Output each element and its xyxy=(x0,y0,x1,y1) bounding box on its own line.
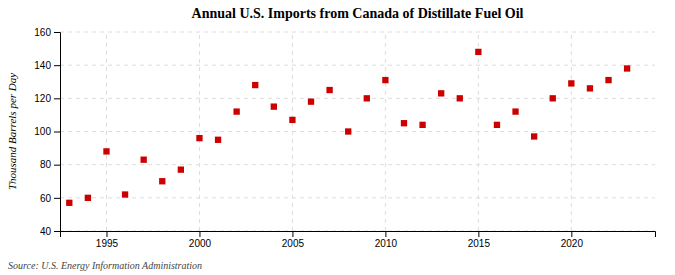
x-tick: 2000 xyxy=(189,231,212,249)
x-axis-line xyxy=(61,232,656,238)
point xyxy=(401,120,407,126)
point xyxy=(215,137,221,143)
point xyxy=(624,65,630,71)
x-tick-mark xyxy=(571,231,572,237)
point xyxy=(178,166,184,172)
point xyxy=(252,82,258,88)
point xyxy=(326,87,332,93)
chart-container: 1995 2000 2005 2010 2015 2020 40 60 80 100 120 140 1… xyxy=(0,0,675,275)
y-tick: 60 xyxy=(40,193,60,204)
point xyxy=(308,98,314,104)
y-axis-line xyxy=(54,33,61,232)
grid-line-x xyxy=(292,32,293,231)
y-tick: 80 xyxy=(40,159,60,170)
x-tick-label: 1995 xyxy=(96,238,119,249)
point xyxy=(271,103,277,109)
y-tick-label: 40 xyxy=(40,226,52,237)
y-tick-label: 80 xyxy=(40,159,52,170)
point xyxy=(568,80,574,86)
plot-area xyxy=(66,49,630,206)
grid-line-x xyxy=(385,32,386,231)
x-tick-label: 2020 xyxy=(561,238,584,249)
point xyxy=(141,157,147,163)
grid-line-x xyxy=(106,32,107,231)
y-axis: 40 60 80 100 120 140 160 xyxy=(34,27,60,237)
point xyxy=(494,122,500,128)
x-tick-label: 2010 xyxy=(375,238,398,249)
x-tick-label: 2005 xyxy=(282,238,305,249)
y-tick-mark xyxy=(54,165,60,166)
point xyxy=(438,90,444,96)
point xyxy=(457,95,463,101)
y-tick: 120 xyxy=(34,93,60,104)
grid-line-y xyxy=(60,197,655,198)
grid-line-x xyxy=(571,32,572,231)
y-tick-mark xyxy=(54,132,60,133)
point xyxy=(475,49,481,55)
annotation: Source: U.S. Energy Information Administ… xyxy=(8,260,202,271)
point xyxy=(159,178,165,184)
grid-line-y xyxy=(60,164,655,165)
x-tick-mark xyxy=(385,231,386,237)
y-tick-label: 140 xyxy=(34,60,51,71)
point xyxy=(531,133,537,139)
y-axis-title: Thousand Barrels per Day xyxy=(6,73,18,190)
x-tick: 1995 xyxy=(96,231,119,249)
grid-line-y xyxy=(60,32,655,33)
x-tick: 2005 xyxy=(282,231,305,249)
point xyxy=(85,195,91,201)
y-tick: 100 xyxy=(34,126,60,137)
point xyxy=(233,108,239,114)
y-tick-label: 160 xyxy=(34,27,51,38)
grid-line-y xyxy=(60,98,655,99)
y-tick-label: 60 xyxy=(40,193,52,204)
x-tick-mark xyxy=(106,231,107,237)
y-tick-mark xyxy=(54,198,60,199)
point xyxy=(512,108,518,114)
x-tick-label: 2000 xyxy=(189,238,212,249)
point xyxy=(605,77,611,83)
title: Annual U.S. Imports from Canada of Disti… xyxy=(192,6,524,21)
y-tick-label: 120 xyxy=(34,93,51,104)
point xyxy=(345,128,351,134)
y-tick-mark xyxy=(54,98,60,99)
grid-line-x xyxy=(478,32,479,231)
y-tick: 160 xyxy=(34,27,60,38)
x-tick-mark xyxy=(478,231,479,237)
grid-line-y xyxy=(60,131,655,132)
point xyxy=(419,122,425,128)
chart: 1995 2000 2005 2010 2015 2020 40 60 80 100 120 140 1… xyxy=(0,0,675,275)
point xyxy=(66,200,72,206)
x-tick-mark xyxy=(199,231,200,237)
grid-line-x xyxy=(199,32,200,231)
y-tick-mark xyxy=(54,32,60,33)
point xyxy=(364,95,370,101)
y-tick-mark xyxy=(54,231,60,232)
x-tick: 2020 xyxy=(561,231,584,249)
grid-line-y xyxy=(60,65,655,66)
y-tick: 140 xyxy=(34,60,60,71)
point xyxy=(550,95,556,101)
x-axis: 1995 2000 2005 2010 2015 2020 xyxy=(61,231,656,249)
y-tick-label: 100 xyxy=(34,126,51,137)
y-tick-mark xyxy=(54,65,60,66)
grid xyxy=(60,32,655,231)
point xyxy=(382,77,388,83)
y-tick: 40 xyxy=(40,226,60,237)
point xyxy=(289,117,295,123)
x-tick: 2015 xyxy=(468,231,491,249)
point xyxy=(103,148,109,154)
point xyxy=(196,135,202,141)
point xyxy=(587,85,593,91)
x-tick: 2010 xyxy=(375,231,398,249)
x-tick-mark xyxy=(292,231,293,237)
x-tick-label: 2015 xyxy=(468,238,491,249)
point xyxy=(122,191,128,197)
